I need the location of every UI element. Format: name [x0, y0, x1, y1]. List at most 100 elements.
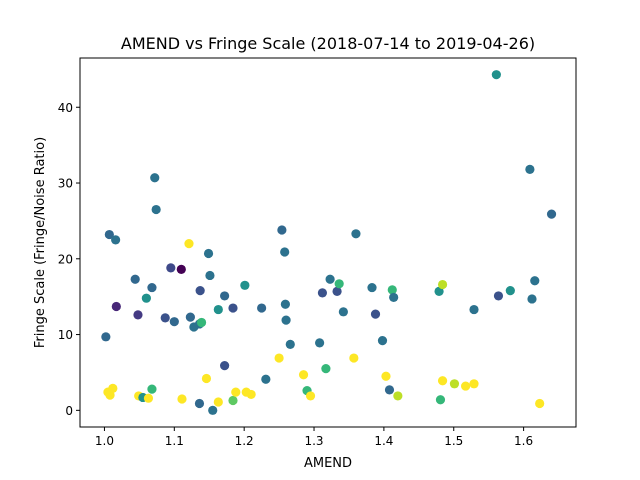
data-point: [469, 379, 479, 389]
data-point: [277, 225, 287, 235]
data-point: [101, 332, 111, 342]
data-point: [338, 307, 348, 317]
data-point: [130, 274, 140, 284]
data-point: [151, 204, 161, 215]
data-point: [220, 291, 230, 301]
data-point: [367, 282, 377, 293]
data-point: [384, 385, 395, 395]
data-point: [469, 304, 479, 315]
data-point: [530, 276, 540, 286]
data-point: [104, 229, 114, 240]
y-tick-label: 0: [65, 404, 73, 418]
data-point: [317, 288, 328, 298]
data-point: [133, 310, 143, 320]
data-point: [493, 291, 504, 301]
data-point: [298, 370, 309, 380]
data-point: [321, 364, 331, 374]
data-point: [434, 286, 444, 296]
data-point: [143, 393, 154, 403]
data-point: [274, 353, 284, 363]
chart-title: AMEND vs Fringe Scale (2018-07-14 to 201…: [121, 34, 535, 53]
data-point: [285, 339, 295, 350]
y-tick-label: 20: [58, 252, 73, 266]
data-point: [111, 235, 121, 245]
data-point: [315, 338, 325, 348]
data-point: [213, 397, 223, 407]
data-point: [203, 248, 214, 259]
x-tick-label: 1.6: [514, 434, 533, 448]
data-point: [281, 315, 291, 325]
data-point: [381, 371, 391, 381]
data-point: [228, 395, 238, 406]
data-point: [280, 247, 290, 257]
data-point: [325, 274, 335, 284]
data-point: [220, 361, 230, 371]
plot-frame: [79, 57, 577, 428]
data-point: [435, 395, 446, 405]
data-point: [305, 391, 316, 401]
data-point: [377, 336, 388, 346]
data-point: [527, 294, 537, 304]
x-tick-label: 1.4: [374, 434, 393, 448]
y-tick-label: 40: [58, 101, 73, 115]
x-tick-label: 1.5: [444, 434, 463, 448]
data-point: [246, 389, 256, 400]
data-point: [150, 173, 160, 183]
data-point: [169, 317, 179, 327]
points-layer: [101, 70, 557, 415]
data-point: [108, 383, 118, 393]
data-point: [525, 164, 535, 174]
data-point: [141, 293, 151, 303]
x-tick-label: 1.0: [95, 434, 114, 448]
data-point: [176, 264, 186, 274]
data-point: [370, 309, 381, 319]
data-point: [185, 312, 195, 322]
data-point: [184, 239, 194, 249]
data-point: [196, 317, 207, 328]
y-axis: 0 10 20 30 40: [58, 101, 80, 418]
x-axis: 1.0 1.1 1.2 1.3 1.4 1.5 1.6: [95, 427, 533, 448]
data-point: [535, 398, 545, 409]
data-point: [546, 209, 557, 219]
data-point: [437, 279, 448, 290]
data-point: [351, 229, 361, 239]
data-point: [213, 304, 223, 315]
data-point: [160, 313, 170, 323]
data-point: [228, 303, 238, 313]
data-point: [194, 398, 205, 409]
data-point: [231, 387, 241, 397]
x-axis-label: AMEND: [304, 456, 352, 471]
data-point: [147, 282, 157, 293]
data-point: [166, 263, 176, 273]
data-point: [257, 303, 267, 313]
data-point: [201, 373, 212, 384]
data-point: [461, 381, 471, 391]
data-point: [240, 280, 250, 290]
data-point: [349, 353, 359, 363]
x-tick-label: 1.2: [235, 434, 254, 448]
data-point: [280, 299, 290, 309]
y-axis-label: Fringe Scale (Fringe/Noise Ratio): [33, 137, 48, 348]
data-point: [332, 286, 342, 296]
data-point: [147, 384, 157, 394]
data-point: [334, 279, 344, 289]
data-point: [491, 70, 501, 80]
data-point: [205, 270, 215, 281]
y-tick-label: 30: [58, 177, 73, 191]
data-point: [389, 292, 399, 303]
data-point: [387, 285, 397, 295]
x-tick-label: 1.1: [165, 434, 184, 448]
data-point: [177, 394, 187, 404]
data-point: [449, 379, 460, 389]
data-point: [208, 405, 218, 415]
data-point: [437, 376, 448, 386]
data-point: [393, 391, 403, 401]
y-tick-label: 10: [58, 328, 73, 342]
data-point: [195, 286, 205, 296]
data-point: [111, 301, 121, 312]
data-point: [505, 286, 515, 296]
data-point: [261, 374, 271, 384]
x-tick-label: 1.3: [304, 434, 323, 448]
